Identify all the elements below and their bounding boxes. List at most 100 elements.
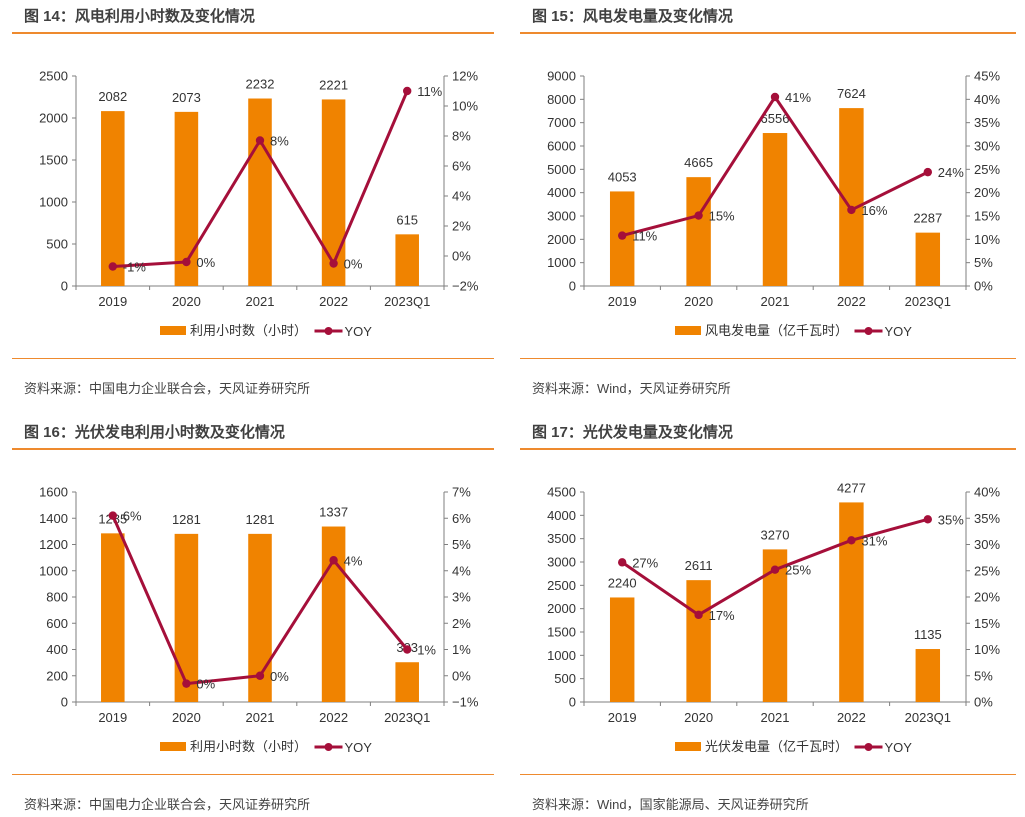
left-tick-label: 1400 bbox=[39, 511, 68, 526]
left-tick-label: 800 bbox=[46, 590, 68, 605]
left-tick-label: 1000 bbox=[547, 648, 576, 663]
yoy-value-label: 15% bbox=[709, 209, 735, 224]
bar-value-label: 4665 bbox=[684, 155, 713, 170]
left-tick-label: 3500 bbox=[547, 531, 576, 546]
right-tick-label: 20% bbox=[974, 185, 1000, 200]
right-tick-label: 5% bbox=[452, 537, 471, 552]
right-tick-label: 10% bbox=[452, 99, 478, 114]
yoy-point bbox=[694, 610, 703, 620]
yoy-point bbox=[694, 211, 703, 220]
right-tick-label: 4% bbox=[452, 563, 471, 578]
x-tick-label: 2019 bbox=[608, 710, 637, 725]
x-tick-label: 2022 bbox=[319, 294, 348, 309]
right-tick-label: 5% bbox=[974, 668, 993, 683]
right-tick-label: 2% bbox=[452, 616, 471, 631]
left-tick-label: 1600 bbox=[39, 485, 68, 500]
bar-value-label: 1281 bbox=[172, 512, 201, 527]
x-tick-label: 2021 bbox=[246, 710, 275, 725]
yoy-point bbox=[618, 558, 627, 567]
right-tick-label: 45% bbox=[974, 69, 1000, 84]
legend-bar-label: 风电发电量（亿千瓦时） bbox=[705, 323, 848, 338]
legend: 利用小时数（小时） YOY bbox=[160, 323, 372, 339]
yoy-value-label: 1% bbox=[417, 643, 436, 658]
left-tick-label: 7000 bbox=[547, 115, 576, 130]
yoy-value-label: 11% bbox=[632, 229, 657, 244]
divider bbox=[12, 774, 494, 775]
yoy-value-label: 8% bbox=[270, 134, 289, 149]
bar bbox=[839, 502, 864, 702]
bar-value-label: 2611 bbox=[685, 558, 713, 573]
bar-value-label: 1281 bbox=[246, 512, 275, 527]
right-tick-label: 10% bbox=[974, 642, 1000, 657]
right-tick-label: 6% bbox=[452, 511, 471, 526]
source-note: 资料来源：中国电力企业联合会，天风证券研究所 bbox=[24, 381, 311, 396]
yoy-value-label: 27% bbox=[632, 555, 658, 570]
left-tick-label: 400 bbox=[46, 642, 68, 657]
yoy-value-label: 25% bbox=[785, 563, 811, 578]
yoy-value-label: 11% bbox=[417, 84, 442, 99]
right-tick-label: 8% bbox=[452, 129, 471, 144]
yoy-value-label: 6% bbox=[123, 509, 142, 524]
left-tick-label: 0 bbox=[569, 695, 576, 710]
legend: 利用小时数（小时） YOY bbox=[160, 739, 372, 755]
yoy-value-label: 4% bbox=[344, 553, 363, 568]
legend-bar-label: 光伏发电量（亿千瓦时） bbox=[705, 739, 848, 754]
yoy-point bbox=[108, 511, 118, 520]
x-tick-label: 2021 bbox=[761, 710, 790, 725]
bar-value-label: 2287 bbox=[913, 211, 942, 226]
right-tick-label: 30% bbox=[974, 537, 1000, 552]
left-tick-label: 0 bbox=[569, 279, 576, 294]
legend-line-marker bbox=[864, 327, 873, 335]
bar-value-label: 6556 bbox=[761, 111, 790, 126]
chart-solar-hours: 0 200 400 600 800 1000 1200 1400 1600 −1% 0% 1% 2% 3%… bbox=[39, 485, 479, 756]
left-tick-label: 500 bbox=[46, 237, 68, 252]
chart-solar-generation: 0 500 1000 1500 2000 2500 3000 3500 4000 4500 0% 5%… bbox=[547, 480, 1000, 755]
left-tick-label: 2500 bbox=[547, 578, 576, 593]
legend-bar-swatch bbox=[675, 742, 701, 751]
yoy-value-label: 0% bbox=[196, 677, 215, 692]
right-tick-label: 12% bbox=[452, 69, 478, 84]
legend-line-marker bbox=[324, 327, 333, 335]
yoy-point bbox=[108, 262, 118, 271]
figure-title: 图 14：风电利用小时数及变化情况 bbox=[12, 0, 494, 34]
bar bbox=[101, 533, 125, 702]
legend-bar-swatch bbox=[160, 742, 186, 751]
divider bbox=[520, 774, 1016, 775]
bar bbox=[101, 111, 125, 286]
bar-value-label: 2082 bbox=[98, 89, 127, 104]
yoy-value-label: 16% bbox=[861, 203, 887, 218]
right-tick-label: 1% bbox=[452, 642, 471, 657]
legend-line-label: YOY bbox=[345, 324, 373, 339]
right-tick-label: 0% bbox=[452, 668, 471, 683]
bar-value-label: 615 bbox=[396, 212, 418, 227]
yoy-point bbox=[923, 167, 932, 177]
right-tick-label: 2% bbox=[452, 219, 471, 234]
left-tick-label: 0 bbox=[61, 695, 68, 710]
bar-value-label: 3270 bbox=[761, 527, 790, 542]
bar-value-label: 2221 bbox=[319, 77, 348, 92]
left-tick-label: 600 bbox=[46, 616, 68, 631]
bar bbox=[395, 234, 419, 286]
chart-wind-hours: 0 500 1000 1500 2000 2500 −2% 0% 2% 4% 6% 8% 10% 12% 2… bbox=[39, 69, 479, 340]
chart-wind-generation: 0 1000 2000 3000 4000 5000 6000 7000 8000 9000 0% 5… bbox=[547, 69, 1000, 340]
x-tick-label: 2023Q1 bbox=[905, 710, 951, 725]
right-tick-label: 6% bbox=[452, 159, 471, 174]
bar-value-label: 1135 bbox=[914, 627, 942, 642]
bar bbox=[321, 99, 346, 286]
legend-line-label: YOY bbox=[885, 740, 913, 755]
yoy-point bbox=[923, 515, 932, 524]
right-tick-label: −1% bbox=[452, 695, 479, 710]
x-tick-label: 2023Q1 bbox=[905, 294, 951, 309]
left-tick-label: 4000 bbox=[547, 508, 576, 523]
yoy-value-label: 0% bbox=[270, 669, 289, 684]
x-tick-label: 2022 bbox=[319, 710, 348, 725]
x-tick-label: 2019 bbox=[98, 710, 127, 725]
bar bbox=[174, 111, 199, 286]
x-tick-label: 2022 bbox=[837, 710, 866, 725]
left-tick-label: 4000 bbox=[547, 185, 576, 200]
right-tick-label: 20% bbox=[974, 590, 1000, 605]
bar bbox=[609, 597, 635, 702]
x-tick-label: 2020 bbox=[172, 710, 201, 725]
left-tick-label: 2500 bbox=[39, 69, 68, 84]
source-note: 资料来源：中国电力企业联合会，天风证券研究所 bbox=[24, 797, 311, 812]
